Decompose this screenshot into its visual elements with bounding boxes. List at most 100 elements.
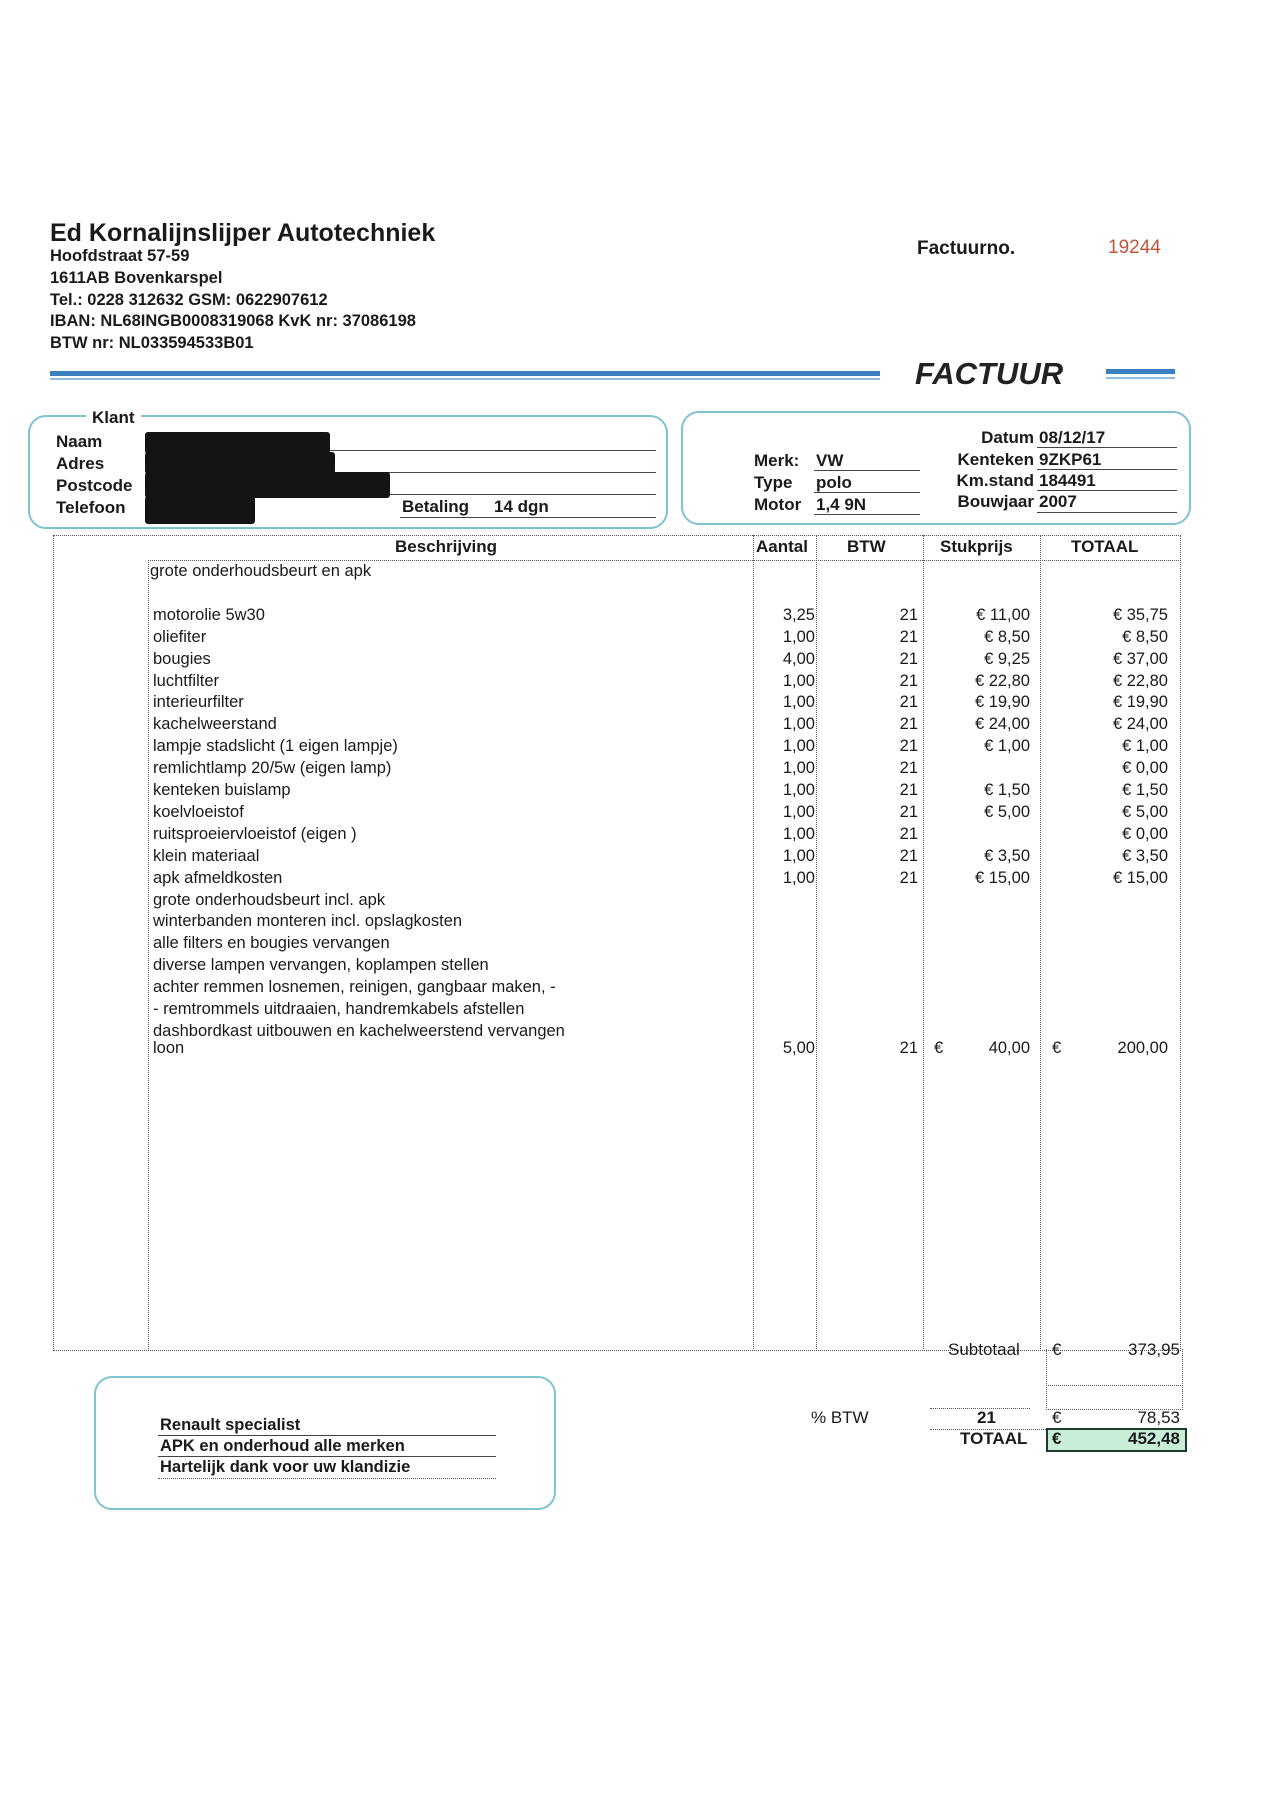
table-row: alle filters en bougies vervangen: [0, 934, 1280, 956]
table-row: luchtfilter 1,00 21 € 22,80 € 22,80: [0, 672, 1280, 694]
footer-line-1: Renault specialist: [160, 1416, 301, 1434]
datum-label: Datum: [981, 428, 1034, 447]
item-total: € 8,50: [1122, 627, 1168, 646]
table-row: grote onderhoudsbeurt en apk: [0, 562, 1280, 584]
table-row: bougies 4,00 21 € 9,25 € 37,00: [0, 650, 1280, 672]
item-total: 200,00: [1117, 1038, 1168, 1057]
redacted-phone: [145, 496, 255, 524]
table-row: grote onderhoudsbeurt incl. apk: [0, 891, 1280, 913]
item-unit-price: € 22,80: [974, 671, 1030, 690]
subtotal-currency: €: [1052, 1340, 1062, 1359]
item-quantity: 1,00: [782, 802, 815, 821]
item-unit-price: € 8,50: [984, 627, 1030, 646]
item-description: - remtrommels uitdraaien, handremkabels …: [153, 1000, 525, 1018]
item-total: € 0,00: [1122, 759, 1168, 778]
item-description: ruitsproeiervloeistof (eigen ): [153, 824, 357, 843]
title-rule-thin: [1106, 377, 1175, 379]
item-quantity: 1,00: [782, 781, 815, 799]
col-divider: [1040, 535, 1041, 1349]
item-description: remlichtlamp 20/5w (eigen lamp): [153, 759, 392, 778]
title-rule: [1106, 369, 1175, 374]
header-totaal: TOTAAL: [1071, 537, 1139, 556]
item-description: interieurfilter: [153, 693, 244, 712]
item-quantity: 5,00: [782, 1038, 815, 1057]
item-unit-price: € 3,50: [984, 846, 1030, 865]
item-quantity: 1,00: [782, 868, 815, 887]
item-total: € 35,75: [1112, 605, 1168, 624]
item-unit-price: € 1,50: [984, 781, 1030, 799]
vehicle-box: [681, 411, 1191, 525]
header-btw: BTW: [847, 537, 886, 556]
table-row: dashbordkast uitbouwen en kachelweersten…: [0, 1022, 1280, 1044]
item-description: achter remmen losnemen, reinigen, gangba…: [153, 978, 556, 997]
table-row: interieurfilter 1,00 21 € 19,90 € 19,90: [0, 693, 1280, 715]
item-total-currency: €: [1052, 1038, 1062, 1057]
footer-box: [94, 1376, 556, 1510]
item-unit-price: € 24,00: [974, 715, 1030, 734]
table-row: lampje stadslicht (1 eigen lampje) 1,00 21…: [0, 737, 1280, 759]
item-unit-price: € 19,90: [974, 693, 1030, 712]
item-description: motorolie 5w30: [153, 605, 265, 624]
item-vat: 21: [899, 671, 918, 690]
header-rule: [50, 371, 880, 376]
total-value: 452,48: [1128, 1429, 1180, 1448]
bouwjaar-label: Bouwjaar: [957, 492, 1034, 511]
item-total: € 1,50: [1122, 781, 1168, 799]
item-unit-price: € 11,00: [976, 605, 1030, 624]
item-vat: 21: [899, 1038, 918, 1057]
vat-rate: 21: [977, 1408, 996, 1427]
merk-value: VW: [816, 451, 844, 470]
item-description: grote onderhoudsbeurt en apk: [150, 562, 372, 580]
header-beschrijving: Beschrijving: [395, 537, 498, 556]
label-adres: Adres: [56, 454, 105, 473]
item-total: € 3,50: [1122, 846, 1168, 865]
item-description: luchtfilter: [153, 671, 220, 690]
item-quantity: 4,00: [782, 649, 815, 668]
table-row: [0, 584, 1280, 606]
item-description: oliefiter: [153, 627, 207, 646]
document-title: FACTUUR: [915, 356, 1064, 391]
payment-value: 14 dgn: [494, 497, 549, 516]
header-rule-thin: [50, 378, 880, 380]
header-aantal: Aantal: [756, 537, 808, 556]
item-total: € 5,00: [1122, 802, 1168, 821]
table-row: winterbanden monteren incl. opslagkosten: [0, 912, 1280, 934]
item-description: klein materiaal: [153, 846, 260, 865]
type-value: polo: [816, 473, 852, 492]
payment-label: Betaling: [402, 497, 470, 516]
item-quantity: 1,00: [782, 824, 815, 843]
invoice-number-label: Factuurno.: [917, 238, 1016, 259]
invoice-number: 19244: [1108, 237, 1161, 258]
item-quantity: 1,00: [782, 715, 815, 734]
company-city: 1611AB Bovenkarspel: [50, 269, 223, 287]
item-total: € 37,00: [1112, 649, 1168, 668]
item-total: € 19,90: [1112, 693, 1168, 712]
customer-legend: Klant: [86, 408, 141, 428]
label-postcode: Postcode: [56, 476, 133, 495]
item-description: dashbordkast uitbouwen en kachelweersten…: [153, 1021, 565, 1040]
item-unit-price: € 9,25: [984, 649, 1030, 668]
item-quantity: 1,00: [782, 846, 815, 865]
col-divider: [816, 535, 817, 1349]
company-name: Ed Kornalijnslijper Autotechniek: [50, 219, 436, 247]
kmstand-value: 184491: [1039, 471, 1096, 490]
item-description: koelvloeistof: [153, 802, 244, 821]
item-vat: 21: [899, 649, 918, 668]
company-phone: Tel.: 0228 312632 GSM: 0622907612: [50, 291, 328, 309]
item-vat: 21: [899, 781, 918, 799]
item-total: € 0,00: [1122, 824, 1168, 843]
items-table: [53, 535, 1181, 1351]
company-iban: IBAN: NL68INGB0008319068 KvK nr: 3708619…: [50, 312, 416, 330]
item-unit-price: 40,00: [988, 1038, 1030, 1057]
item-quantity: 1,00: [782, 737, 815, 756]
footer-line-2: APK en onderhoud alle merken: [160, 1437, 405, 1455]
item-quantity: 1,00: [782, 693, 815, 712]
item-description: grote onderhoudsbeurt incl. apk: [153, 890, 386, 909]
kmstand-label: Km.stand: [956, 471, 1034, 490]
bouwjaar-value: 2007: [1039, 492, 1077, 511]
item-vat: 21: [899, 627, 918, 646]
footer-line-3: Hartelijk dank voor uw klandizie: [160, 1458, 411, 1476]
header-stukprijs: Stukprijs: [940, 537, 1013, 556]
item-total: € 1,00: [1122, 737, 1168, 756]
item-quantity: 1,00: [782, 627, 815, 646]
